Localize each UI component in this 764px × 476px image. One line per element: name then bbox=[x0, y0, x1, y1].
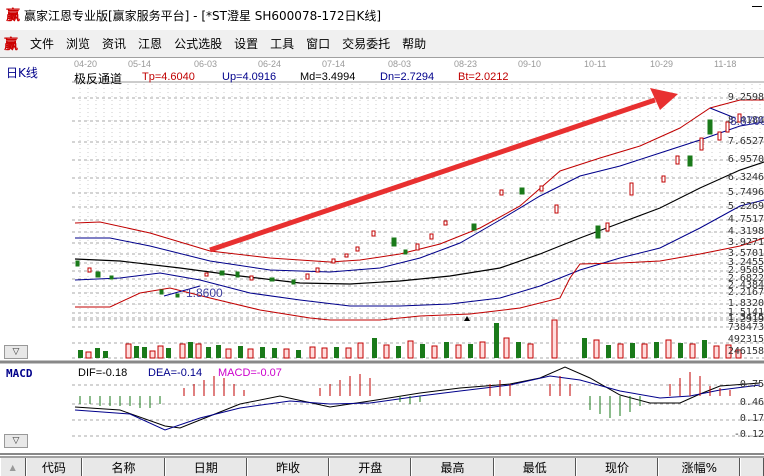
price-tick: 4.7517 bbox=[727, 214, 764, 225]
price-tick: 6.3246 bbox=[727, 172, 764, 183]
column-prev-close[interactable]: 昨收 bbox=[246, 458, 330, 476]
column-code[interactable]: 代码 bbox=[25, 458, 83, 476]
title-bar: 赢 赢家江恩专业版[赢家服务平台] - [*ST澄星 SH600078-172日… bbox=[0, 0, 764, 30]
menu-bar: 赢 文件 浏览 资讯 江恩 公式选股 设置 工具 窗口 交易委托 帮助 bbox=[0, 30, 764, 58]
price-tick: 6.9570 bbox=[727, 154, 764, 165]
price-tick: 1.2919 bbox=[727, 314, 764, 325]
menu-browse[interactable]: 浏览 bbox=[66, 37, 91, 51]
channel-up-line bbox=[75, 121, 764, 273]
menu-tools[interactable]: 工具 bbox=[270, 37, 295, 51]
quote-table-header: ▲ 代码 名称 日期 昨收 开盘 最高 最低 现价 涨幅% bbox=[0, 456, 764, 476]
chart-area[interactable]: 日K线 04-20 05-14 06-03 06-24 07-14 08-03 … bbox=[0, 58, 764, 456]
scroll-down-button[interactable]: ▽ bbox=[4, 345, 28, 359]
high-price-marker: 8.8700 bbox=[730, 114, 764, 128]
macd-dea-line bbox=[74, 375, 761, 431]
macd-dif-line bbox=[74, 366, 761, 429]
dif-value: DIF=-0.18 bbox=[78, 367, 128, 379]
macd-scroll-down-button[interactable]: ▽ bbox=[4, 434, 28, 448]
menu-gann[interactable]: 江恩 bbox=[138, 37, 163, 51]
menu-help[interactable]: 帮助 bbox=[402, 37, 427, 51]
dn-value: Dn=2.7294 bbox=[380, 71, 435, 83]
date-tick: 09-10 bbox=[518, 59, 542, 69]
up-value: Up=4.0916 bbox=[222, 71, 277, 83]
arrow-head-icon bbox=[650, 88, 678, 110]
menu-logo-icon: 赢 bbox=[4, 36, 18, 53]
price-tick: 7.6527 bbox=[727, 136, 764, 147]
channel-mid-line bbox=[74, 161, 764, 285]
price-tick: 1.3415 bbox=[727, 312, 764, 323]
menu-settings[interactable]: 设置 bbox=[234, 37, 259, 51]
volume-tick: 738473 bbox=[727, 322, 764, 333]
tp-value: Tp=4.6040 bbox=[142, 71, 195, 83]
price-tick: 3.9271 bbox=[727, 237, 764, 248]
macd-tick: 0.17 bbox=[739, 413, 764, 424]
low-price-marker: 1.8600 bbox=[186, 286, 223, 300]
bt-value: Bt=2.0212 bbox=[458, 71, 509, 83]
column-high[interactable]: 最高 bbox=[411, 458, 494, 476]
macd-label[interactable]: MACD bbox=[6, 367, 33, 380]
column-extra[interactable] bbox=[740, 458, 764, 476]
chart-canvas[interactable] bbox=[0, 58, 764, 456]
macd-tick: 0.75 bbox=[739, 379, 764, 390]
volume-tick: 492315 bbox=[727, 334, 764, 345]
price-tick: 5.2269 bbox=[727, 201, 764, 212]
price-tick: 2.6822 bbox=[727, 273, 764, 284]
column-open[interactable]: 开盘 bbox=[329, 458, 412, 476]
date-tick: 04-20 bbox=[74, 59, 98, 69]
marker-triangle-icon bbox=[464, 316, 470, 321]
volume-bars bbox=[78, 319, 742, 359]
macd-tick: -0.12 bbox=[733, 429, 764, 440]
menu-trade[interactable]: 交易委托 bbox=[342, 37, 391, 51]
menu-file[interactable]: 文件 bbox=[30, 37, 55, 51]
volume-tick: 246158 bbox=[727, 346, 764, 357]
date-tick: 06-24 bbox=[258, 59, 282, 69]
price-tick: 2.4384 bbox=[727, 280, 764, 291]
trend-arrow-icon bbox=[209, 97, 656, 253]
date-tick: 10-11 bbox=[584, 59, 607, 69]
menu-news[interactable]: 资讯 bbox=[102, 37, 127, 51]
price-tick: 1.5141 bbox=[727, 307, 764, 318]
column-name[interactable]: 名称 bbox=[82, 458, 165, 476]
md-value: Md=3.4994 bbox=[300, 71, 356, 83]
channel-bottom-line bbox=[75, 237, 764, 321]
indicator-name: 极反通道 bbox=[74, 72, 123, 86]
date-tick: 07-14 bbox=[322, 59, 346, 69]
period-label[interactable]: 日K线 bbox=[6, 66, 38, 80]
column-low[interactable]: 最低 bbox=[493, 458, 576, 476]
macd-tick: 0.46 bbox=[739, 397, 764, 408]
window-title: 赢家江恩专业版[赢家服务平台] - [*ST澄星 SH600078-172日K线… bbox=[24, 8, 382, 23]
price-tick: 2.2167 bbox=[727, 287, 764, 298]
menu-formula-screener[interactable]: 公式选股 bbox=[174, 37, 223, 51]
price-tick: 5.7496 bbox=[727, 187, 764, 198]
channel-top-line bbox=[74, 99, 764, 263]
menu-window[interactable]: 窗口 bbox=[306, 37, 331, 51]
date-tick: 06-03 bbox=[194, 59, 218, 69]
date-tick: 10-29 bbox=[650, 59, 674, 69]
column-last[interactable]: 现价 bbox=[575, 458, 659, 476]
price-tick: 2.9505 bbox=[727, 265, 764, 276]
date-tick: 05-14 bbox=[128, 59, 152, 69]
column-change-pct[interactable]: 涨幅% bbox=[658, 458, 741, 476]
sort-corner-icon[interactable]: ▲ bbox=[0, 458, 26, 476]
date-tick: 08-23 bbox=[454, 59, 478, 69]
date-tick: 08-03 bbox=[388, 59, 412, 69]
price-tick: 8.4180 bbox=[727, 115, 764, 126]
date-tick: 11-18 bbox=[714, 59, 737, 69]
column-date[interactable]: 日期 bbox=[164, 458, 247, 476]
app-logo-icon: 赢 bbox=[6, 8, 20, 24]
price-tick: 4.3198 bbox=[727, 226, 764, 237]
macd-value: MACD=-0.07 bbox=[218, 367, 282, 379]
dea-value: DEA=-0.14 bbox=[148, 367, 203, 379]
price-tick: 3.5701 bbox=[727, 248, 764, 259]
channel-dn-line bbox=[74, 199, 764, 307]
price-tick: 1.8320 bbox=[727, 298, 764, 309]
price-tick: 9.2598 bbox=[727, 92, 764, 103]
price-tick: 3.2455 bbox=[727, 257, 764, 268]
minimize-button[interactable] bbox=[752, 6, 762, 7]
